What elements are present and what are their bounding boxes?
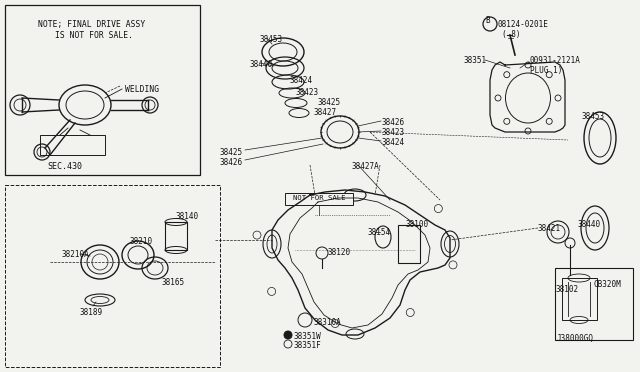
Text: 38425: 38425 xyxy=(220,148,243,157)
Bar xyxy=(555,268,633,340)
Bar xyxy=(562,278,597,320)
Text: 38100: 38100 xyxy=(405,220,428,229)
Text: IS NOT FOR SALE.: IS NOT FOR SALE. xyxy=(55,31,133,40)
Text: 38425: 38425 xyxy=(318,98,341,107)
Text: 38453: 38453 xyxy=(581,112,604,121)
Text: 38440: 38440 xyxy=(249,60,272,69)
Text: PLUG 1): PLUG 1) xyxy=(530,66,563,75)
Text: 38423: 38423 xyxy=(295,88,318,97)
Text: 38154: 38154 xyxy=(368,228,391,237)
Text: 08124-0201E: 08124-0201E xyxy=(498,20,549,29)
Text: 38210A: 38210A xyxy=(62,250,90,259)
Text: J38000GQ: J38000GQ xyxy=(557,334,593,343)
Text: 38427: 38427 xyxy=(313,108,336,117)
Text: 38351: 38351 xyxy=(464,56,487,65)
Text: 38189: 38189 xyxy=(80,308,103,317)
Text: 38421: 38421 xyxy=(538,224,561,233)
Text: CB320M: CB320M xyxy=(594,280,621,289)
Circle shape xyxy=(284,331,292,339)
Text: ( 8): ( 8) xyxy=(502,30,520,39)
Text: 38102: 38102 xyxy=(555,285,578,294)
Text: SEC.430: SEC.430 xyxy=(47,162,82,171)
Bar xyxy=(398,225,420,263)
Text: 38424: 38424 xyxy=(382,138,405,147)
Text: 38310A: 38310A xyxy=(314,318,342,327)
Text: 38427A: 38427A xyxy=(352,162,380,171)
Text: 38165: 38165 xyxy=(162,278,185,287)
Text: B: B xyxy=(486,16,490,25)
Text: 38120: 38120 xyxy=(328,248,351,257)
Text: 00931-2121A: 00931-2121A xyxy=(530,56,581,65)
Bar xyxy=(5,5,200,175)
Text: 38140: 38140 xyxy=(175,212,198,221)
Text: 38423: 38423 xyxy=(382,128,405,137)
Bar xyxy=(5,185,220,367)
Text: 38351W: 38351W xyxy=(294,332,322,341)
Text: 38426: 38426 xyxy=(382,118,405,127)
Text: 38210: 38210 xyxy=(130,237,153,246)
Text: NOTE; FINAL DRIVE ASSY: NOTE; FINAL DRIVE ASSY xyxy=(38,20,145,29)
Bar xyxy=(165,222,187,250)
Text: 38424: 38424 xyxy=(290,76,313,85)
Text: 38453: 38453 xyxy=(260,35,283,44)
Bar xyxy=(285,193,353,205)
Text: 38351F: 38351F xyxy=(294,341,322,350)
Text: WELDING: WELDING xyxy=(125,85,159,94)
Text: 38440: 38440 xyxy=(578,220,601,229)
Bar xyxy=(40,135,105,155)
Text: 38426: 38426 xyxy=(220,158,243,167)
Text: NOT FOR SALE: NOT FOR SALE xyxy=(292,195,345,201)
